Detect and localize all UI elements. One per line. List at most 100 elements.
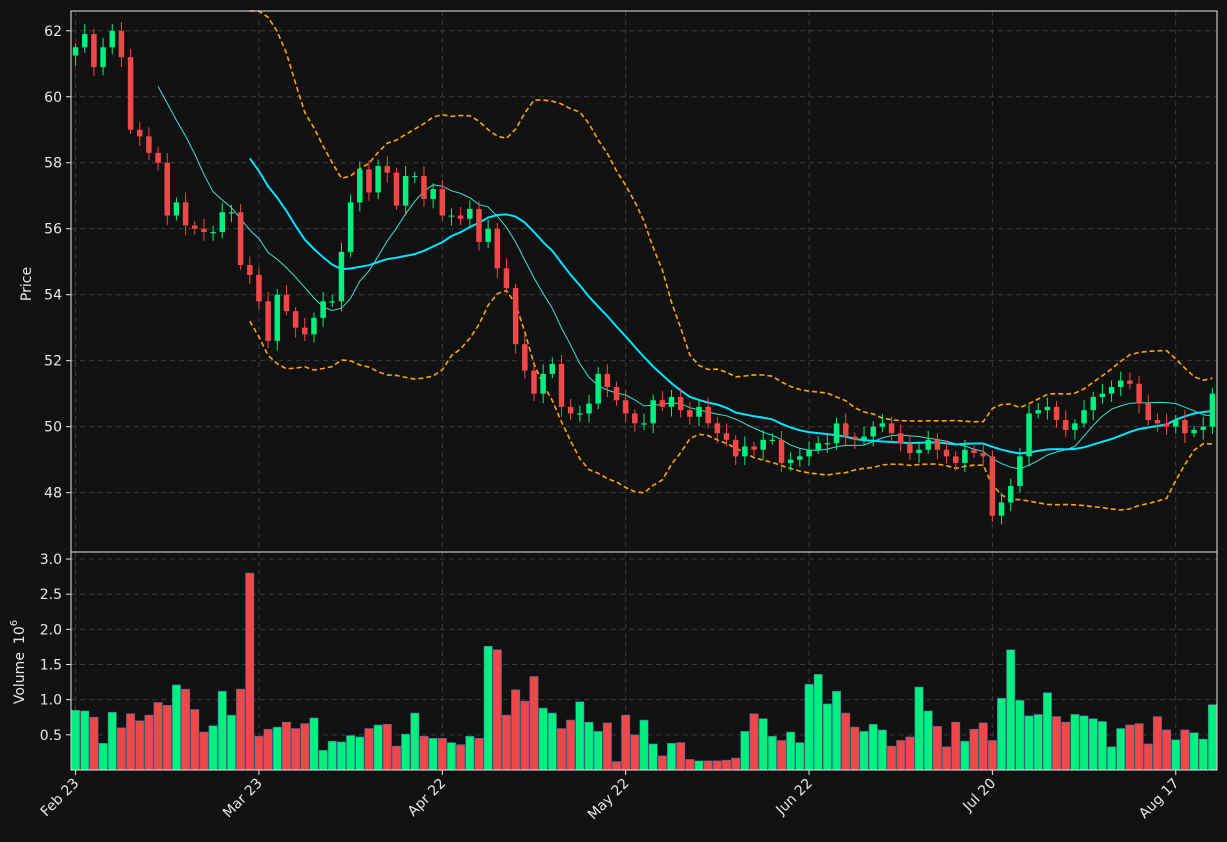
price-tick-label: 60	[44, 90, 62, 106]
candle-body	[1145, 403, 1151, 421]
candle-body	[888, 423, 895, 434]
volume-bar	[1125, 724, 1135, 771]
candle-body	[650, 400, 656, 424]
volume-bar	[905, 736, 915, 771]
volume-bar	[1171, 739, 1181, 771]
candle-body	[861, 436, 867, 440]
volume-bar	[153, 702, 163, 771]
candle-body	[732, 439, 739, 457]
volume-tick-label: 2.5	[40, 587, 62, 603]
candle-body	[1127, 380, 1133, 384]
candle-body	[292, 311, 299, 328]
candle-body	[412, 175, 418, 178]
price-axis-title: Price	[19, 267, 35, 301]
volume-bar	[822, 703, 832, 771]
volume-bar	[657, 755, 667, 771]
volume-bar	[89, 716, 99, 771]
candle-body	[320, 301, 326, 318]
candle-body	[467, 208, 473, 219]
volume-bar	[676, 742, 686, 771]
volume-bar	[850, 726, 860, 771]
fast-moving-average-line	[157, 86, 1213, 470]
volume-bar	[428, 738, 438, 771]
volume-bar	[1042, 692, 1052, 771]
volume-panel-frame	[70, 551, 1218, 771]
volume-bar	[978, 722, 988, 771]
candle-body	[668, 396, 675, 407]
volume-bar	[1052, 716, 1062, 771]
price-tick-label: 54	[44, 288, 62, 304]
volume-bar	[272, 726, 282, 771]
volume-bar	[667, 742, 676, 771]
volume-bar	[914, 686, 924, 771]
volume-tick-label: 0.5	[40, 728, 62, 744]
candle-body	[714, 423, 721, 434]
volume-axis: 0.5 1.0 1.5 2.0 2.5 3.0	[40, 552, 71, 744]
candle-body	[457, 215, 464, 219]
volume-bar	[1198, 738, 1208, 771]
volume-bar	[841, 712, 851, 771]
candle-body	[91, 34, 97, 68]
candle-body	[210, 232, 216, 234]
candle-body	[1017, 456, 1023, 487]
candle-body	[723, 433, 730, 440]
candle-body	[677, 396, 684, 411]
volume-bar	[254, 735, 264, 771]
volume-bar	[171, 684, 181, 771]
volume-bar	[446, 742, 456, 771]
volume-bar	[566, 719, 576, 771]
volume-bars	[71, 572, 1217, 771]
candle-body	[329, 301, 336, 303]
volume-bar	[630, 734, 640, 771]
volume-multiplier-base: 10	[12, 626, 28, 644]
candle-body	[1172, 420, 1179, 427]
volume-bar	[336, 741, 346, 771]
volume-bar	[401, 733, 411, 771]
volume-bar	[712, 760, 722, 771]
candle-body	[247, 265, 253, 275]
candle-body	[265, 301, 271, 341]
volume-bar	[1079, 715, 1089, 771]
candle-body	[237, 212, 244, 266]
volume-bar	[263, 728, 273, 771]
volume-bar	[932, 726, 942, 771]
volume-bar	[135, 720, 145, 771]
volume-bar	[1180, 729, 1190, 771]
volume-bar	[419, 735, 429, 771]
volume-bar	[804, 683, 814, 771]
candle-body	[1007, 486, 1014, 503]
candle-body	[787, 459, 794, 463]
volume-bar	[1024, 715, 1034, 771]
candle-body	[338, 251, 345, 302]
volume-bar	[997, 697, 1007, 771]
candle-body	[687, 410, 693, 417]
volume-bar	[960, 740, 970, 771]
candle-body	[72, 47, 79, 56]
volume-bar	[1006, 649, 1016, 771]
candle-body	[1090, 396, 1096, 411]
volume-bar	[181, 688, 191, 771]
candle-body	[421, 175, 427, 200]
candle-body	[402, 175, 409, 206]
candle-body	[393, 172, 400, 206]
candle-body	[192, 225, 198, 229]
volume-bar	[731, 757, 741, 771]
candle-body	[962, 449, 968, 463]
volume-bar	[492, 649, 502, 771]
candle-body	[1200, 426, 1206, 430]
volume-bar	[868, 723, 878, 771]
price-tick-label: 62	[44, 24, 62, 40]
volume-bar	[547, 712, 557, 771]
volume-bar	[245, 572, 255, 771]
volume-bar	[694, 760, 704, 771]
candle-body	[283, 294, 290, 312]
candle-body	[852, 436, 858, 440]
candle-body	[1191, 429, 1197, 434]
candle-body	[622, 400, 629, 414]
candle-body	[540, 373, 546, 394]
candle-body	[879, 423, 886, 427]
volume-bar	[1088, 718, 1098, 771]
candle-body	[778, 439, 785, 463]
volume-bar	[575, 701, 585, 771]
